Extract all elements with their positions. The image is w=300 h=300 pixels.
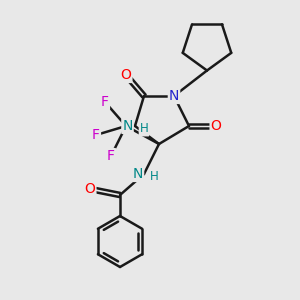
Text: H: H <box>140 122 148 136</box>
Text: N: N <box>169 89 179 103</box>
Text: O: O <box>121 68 131 82</box>
Text: O: O <box>85 182 95 196</box>
Text: F: F <box>107 149 115 163</box>
Text: F: F <box>101 95 109 109</box>
Text: N: N <box>133 167 143 181</box>
Text: H: H <box>150 170 159 184</box>
Text: N: N <box>122 119 133 133</box>
Text: O: O <box>211 119 221 133</box>
Text: F: F <box>92 128 100 142</box>
